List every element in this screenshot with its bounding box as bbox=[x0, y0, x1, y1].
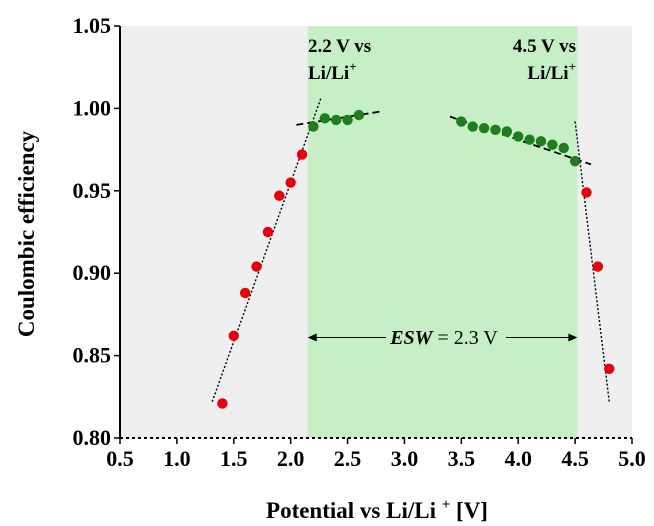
x-tick-label-9: 4.5 bbox=[561, 446, 589, 471]
y-tick-label-1: 0.80 bbox=[73, 425, 112, 450]
x-tick-label-2: 1.0 bbox=[163, 446, 191, 471]
y-tick-label-6: 1.05 bbox=[73, 13, 112, 38]
red-point-1 bbox=[217, 398, 228, 409]
x-tick-label-4: 2.0 bbox=[277, 446, 305, 471]
green-point-10 bbox=[501, 126, 513, 137]
green-point-7 bbox=[467, 121, 478, 132]
x-tick-label-6: 3.0 bbox=[391, 446, 419, 471]
x-axis-title-text: Potential vs Li/Li bbox=[266, 498, 437, 523]
red-point-9 bbox=[581, 187, 592, 198]
green-point-5 bbox=[353, 109, 365, 121]
x-tick-label-10: 5.0 bbox=[618, 446, 646, 471]
red-point-10 bbox=[592, 261, 604, 272]
green-point-2 bbox=[319, 113, 330, 124]
red-point-5 bbox=[262, 226, 274, 238]
green-point-9 bbox=[490, 124, 501, 136]
left-cutoff-annotation-2: Li/Li+ bbox=[308, 59, 357, 84]
green-point-15 bbox=[558, 142, 569, 154]
right-cutoff-annotation: 4.5 V vs bbox=[513, 36, 576, 57]
green-point-13 bbox=[535, 136, 547, 147]
right-cutoff-sup: + bbox=[569, 59, 576, 74]
left-cutoff-annotation: 2.2 V vs bbox=[308, 36, 371, 57]
esw-label-italic: ESW bbox=[389, 327, 433, 349]
x-axis-title: Potential vs Li/Li + [V] bbox=[266, 497, 488, 523]
esw-arrow-right-head bbox=[568, 333, 578, 342]
right-cutoff-line1: 4.5 V vs bbox=[513, 36, 576, 57]
left-cutoff-sup: + bbox=[349, 59, 356, 74]
green-point-1 bbox=[308, 121, 319, 132]
esw-arrow-left-head bbox=[307, 333, 317, 342]
fit-line-4 bbox=[574, 121, 610, 402]
y-tick-label-2: 0.85 bbox=[73, 343, 112, 368]
left-cutoff-line2: Li/Li bbox=[308, 63, 349, 84]
esw-label: ESW = 2.3 V bbox=[389, 327, 498, 349]
right-cutoff-annotation-2: Li/Li+ bbox=[527, 59, 576, 84]
red-point-7 bbox=[285, 177, 296, 188]
green-point-4 bbox=[342, 114, 353, 126]
y-tick-label-3: 0.90 bbox=[73, 260, 112, 285]
esw-value: = 2.3 V bbox=[432, 327, 498, 349]
right-cutoff-line2: Li/Li bbox=[527, 63, 568, 84]
red-point-8 bbox=[296, 149, 308, 160]
green-point-8 bbox=[478, 122, 490, 134]
y-axis-title: Coulombic efficiency bbox=[14, 130, 39, 337]
x-tick-label-5: 2.5 bbox=[334, 446, 362, 471]
green-point-11 bbox=[513, 131, 524, 142]
y-tick-label-4: 0.95 bbox=[73, 178, 112, 203]
x-tick-label-7: 3.5 bbox=[448, 446, 476, 471]
red-point-3 bbox=[239, 287, 251, 299]
green-point-6 bbox=[456, 116, 467, 127]
red-point-11 bbox=[604, 363, 615, 374]
green-point-16 bbox=[569, 155, 581, 167]
x-axis-title-sup: + bbox=[442, 497, 451, 513]
fit-line-1 bbox=[211, 96, 323, 402]
x-tick-label-8: 4.0 bbox=[504, 446, 532, 471]
red-point-6 bbox=[274, 190, 285, 201]
x-tick-label-3: 1.5 bbox=[220, 446, 248, 471]
red-point-4 bbox=[251, 261, 262, 272]
x-tick-label-1: 0.5 bbox=[106, 446, 134, 471]
left-cutoff-line1: 2.2 V vs bbox=[308, 36, 371, 57]
green-point-12 bbox=[524, 134, 535, 145]
green-point-3 bbox=[330, 114, 342, 126]
y-tick-label-5: 1.00 bbox=[73, 95, 112, 120]
red-point-2 bbox=[228, 330, 239, 342]
x-axis-title-rest: [V] bbox=[450, 498, 488, 523]
stable-window-region bbox=[307, 26, 578, 438]
green-point-14 bbox=[547, 139, 558, 150]
